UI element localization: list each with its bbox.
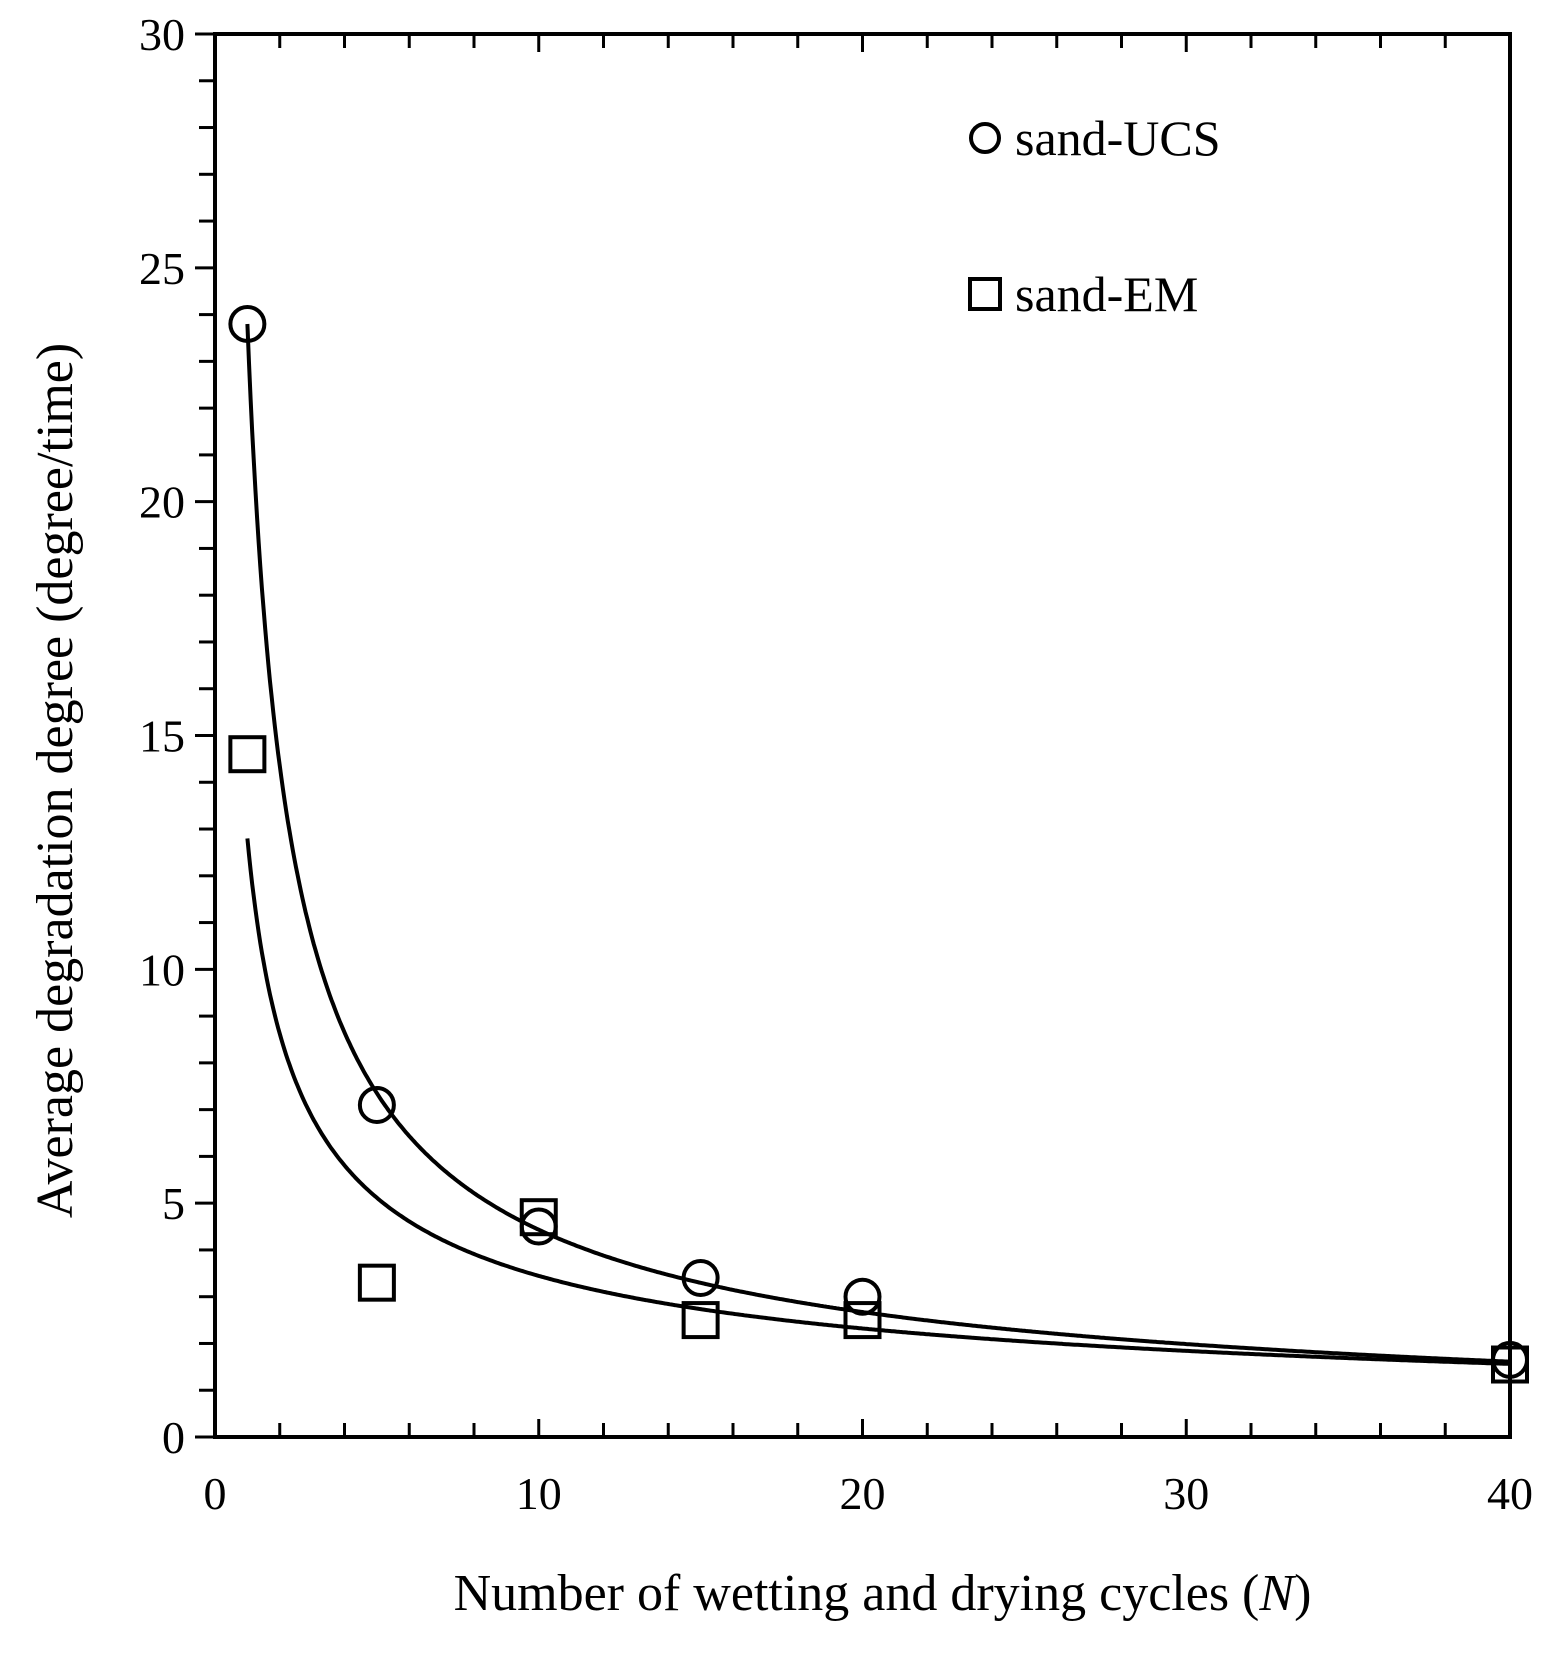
point-sand-UCS xyxy=(357,1085,396,1124)
point-sand-UCS xyxy=(519,1207,558,1246)
point-sand-EM xyxy=(843,1301,882,1340)
legend-label: sand-UCS xyxy=(1015,110,1221,166)
y-tick-label: 0 xyxy=(162,1412,185,1463)
data-markers xyxy=(228,304,1529,1384)
point-sand-EM xyxy=(681,1301,720,1340)
y-tick-label: 30 xyxy=(139,9,185,60)
y-axis-title: Average degradation degree (degree/time) xyxy=(27,343,84,1218)
y-tick-label: 10 xyxy=(139,944,185,995)
y-tick-label: 15 xyxy=(139,711,185,762)
fit-curves xyxy=(245,323,1511,1366)
point-sand-EM xyxy=(519,1198,558,1237)
x-axis-title: Number of wetting and drying cycles (N) xyxy=(454,1565,1312,1622)
legend: sand-UCS sand-EM xyxy=(968,110,1221,322)
point-sand-EM xyxy=(1491,1345,1529,1384)
y-tick-label: 25 xyxy=(139,243,185,294)
point-sand-UCS xyxy=(843,1277,882,1316)
legend-marker-circle xyxy=(969,122,1001,154)
plot-border xyxy=(213,32,1512,1439)
point-sand-EM xyxy=(357,1263,396,1302)
legend-marker-square xyxy=(968,277,1002,311)
y-tick-label: 5 xyxy=(162,1178,185,1229)
x-axis-title-main: Number of wetting and drying cycles ( xyxy=(454,1565,1260,1622)
fit-curve-sand-EM xyxy=(245,838,1511,1366)
x-tick-label: 30 xyxy=(1163,1468,1209,1519)
x-tick-label: 0 xyxy=(204,1468,227,1519)
legend-label: sand-EM xyxy=(1015,266,1198,322)
x-axis-title-variable: N xyxy=(1258,1565,1297,1622)
x-tick-label: 40 xyxy=(1487,1468,1533,1519)
fit-curve-sand-UCS xyxy=(245,323,1511,1364)
point-sand-UCS xyxy=(228,304,267,343)
plot-frame xyxy=(213,32,1512,1439)
point-sand-UCS xyxy=(681,1258,720,1297)
point-sand-EM xyxy=(228,735,267,774)
y-tick-label: 20 xyxy=(139,477,185,528)
x-tick-label: 10 xyxy=(516,1468,562,1519)
x-tick-label: 20 xyxy=(840,1468,886,1519)
x-axis-title-close: ) xyxy=(1294,1565,1311,1622)
axis-ticks: 0 10 20 30 40 0 5 10 15 20 25 30 xyxy=(139,9,1533,1519)
